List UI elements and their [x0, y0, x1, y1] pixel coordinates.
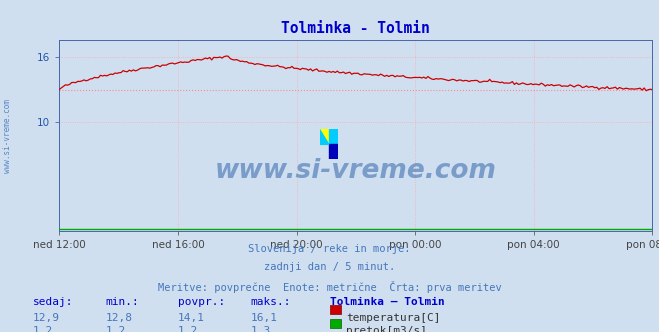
- Text: www.si-vreme.com: www.si-vreme.com: [215, 158, 497, 184]
- Bar: [329, 129, 338, 144]
- Text: 1,3: 1,3: [250, 326, 271, 332]
- Text: zadnji dan / 5 minut.: zadnji dan / 5 minut.: [264, 262, 395, 272]
- Text: 14,1: 14,1: [178, 313, 205, 323]
- Polygon shape: [320, 129, 329, 144]
- Text: temperatura[C]: temperatura[C]: [346, 313, 440, 323]
- Bar: [320, 129, 329, 144]
- Text: 12,9: 12,9: [33, 313, 60, 323]
- Text: min.:: min.:: [105, 297, 139, 307]
- Bar: [329, 144, 338, 159]
- Text: 16,1: 16,1: [250, 313, 277, 323]
- Text: Tolminka – Tolmin: Tolminka – Tolmin: [330, 297, 444, 307]
- Text: maks.:: maks.:: [250, 297, 291, 307]
- Text: sedaj:: sedaj:: [33, 297, 73, 307]
- Text: pretok[m3/s]: pretok[m3/s]: [346, 326, 427, 332]
- Text: Meritve: povprečne  Enote: metrične  Črta: prva meritev: Meritve: povprečne Enote: metrične Črta:…: [158, 281, 501, 292]
- Text: Slovenija / reke in morje.: Slovenija / reke in morje.: [248, 244, 411, 254]
- Text: 1,2: 1,2: [178, 326, 198, 332]
- Text: povpr.:: povpr.:: [178, 297, 225, 307]
- Text: 1,2: 1,2: [105, 326, 126, 332]
- Text: www.si-vreme.com: www.si-vreme.com: [3, 99, 13, 173]
- Title: Tolminka - Tolmin: Tolminka - Tolmin: [281, 21, 430, 36]
- Text: 1,2: 1,2: [33, 326, 53, 332]
- Text: 12,8: 12,8: [105, 313, 132, 323]
